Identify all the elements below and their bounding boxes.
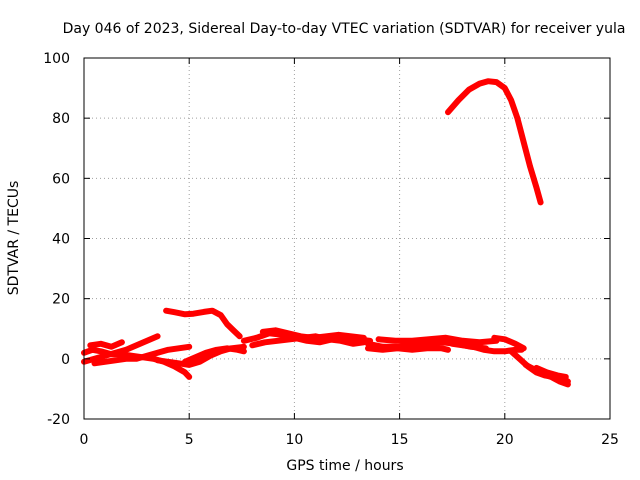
data-series — [81, 78, 571, 388]
chart-title: Day 046 of 2023, Sidereal Day-to-day VTE… — [63, 21, 626, 37]
series-arc-d — [91, 343, 193, 367]
x-tick-label: 15 — [391, 432, 409, 448]
series-arc-c — [81, 333, 161, 365]
series-arc-j — [259, 327, 367, 341]
x-tick-label: 10 — [285, 432, 303, 448]
series-arc-o — [491, 334, 527, 352]
y-tick-label: -20 — [47, 412, 70, 428]
y-axis-label: SDTVAR / TECUs — [6, 181, 22, 296]
series-sat-high — [445, 78, 544, 206]
x-tick-label: 20 — [496, 432, 514, 448]
x-tick-label: 5 — [185, 432, 194, 448]
y-tick-label: 100 — [43, 51, 70, 67]
series-arc-r — [533, 364, 569, 380]
y-tick-label: 20 — [52, 292, 70, 308]
x-axis-label: GPS time / hours — [286, 458, 403, 474]
series-arc-g — [182, 345, 247, 365]
series-arc-a — [163, 307, 243, 340]
y-tick-label: 40 — [52, 232, 70, 248]
y-tick-label: 0 — [61, 352, 70, 368]
x-tick-label: 0 — [80, 432, 89, 448]
y-tick-label: 80 — [52, 111, 70, 127]
series-arc-l — [365, 345, 451, 353]
y-tick-label: 60 — [52, 171, 70, 187]
axis-ticks: 0 5 10 15 20 25 -20 0 20 40 60 80 100 — [43, 51, 619, 448]
series-arc-e — [87, 339, 125, 350]
x-tick-label: 25 — [601, 432, 619, 448]
series-arc-m — [375, 334, 500, 346]
